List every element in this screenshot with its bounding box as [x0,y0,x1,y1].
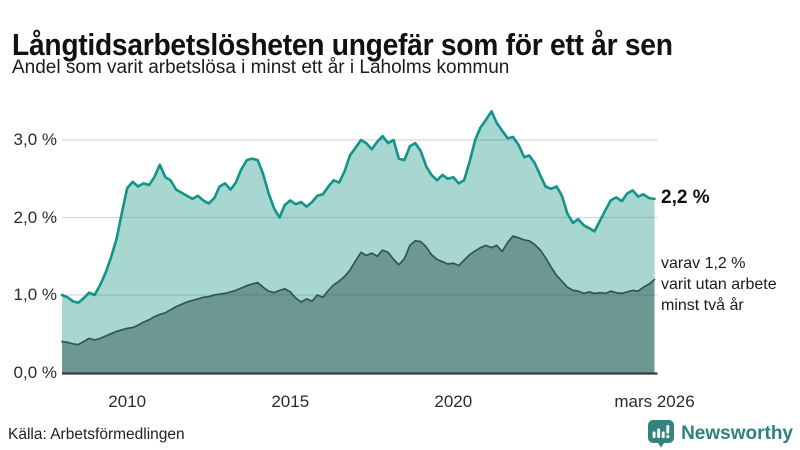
series-end-value-label: 2,2 % [661,186,710,208]
unemployed-one-year-area [62,111,655,373]
x-axis-tick-label: 2020 [434,392,473,411]
unemployed-one-year-line [60,110,656,305]
source-note: Källa: Arbetsförmedlingen [8,426,185,443]
brand-name: Newsworthy [681,423,793,444]
y-axis-tick-label: 2,0 % [13,207,57,227]
x-axis-tick-label: 2010 [108,392,147,411]
newsworthy-bubble-barchart-icon [648,420,675,448]
x-axis-tick-label: mars 2026 [614,392,695,411]
chart-subtitle: Andel som varit arbetslösa i minst ett å… [12,57,510,78]
x-axis-tick-label: 2015 [271,392,310,411]
subset-annotation: varav 1,2 % varit utan arbete minst två … [661,255,777,314]
y-axis-tick-label: 0,0 % [13,362,57,382]
page-title: Långtidsarbetslösheten ungefär som för e… [12,26,673,62]
unemployed-two-years-area [62,236,655,373]
y-axis-tick-label: 3,0 % [13,130,57,149]
y-axis-tick-label: 1,0 % [13,285,57,304]
unemployed-two-years-line [61,235,656,346]
newsworthy-logo: Newsworthy [648,420,793,448]
